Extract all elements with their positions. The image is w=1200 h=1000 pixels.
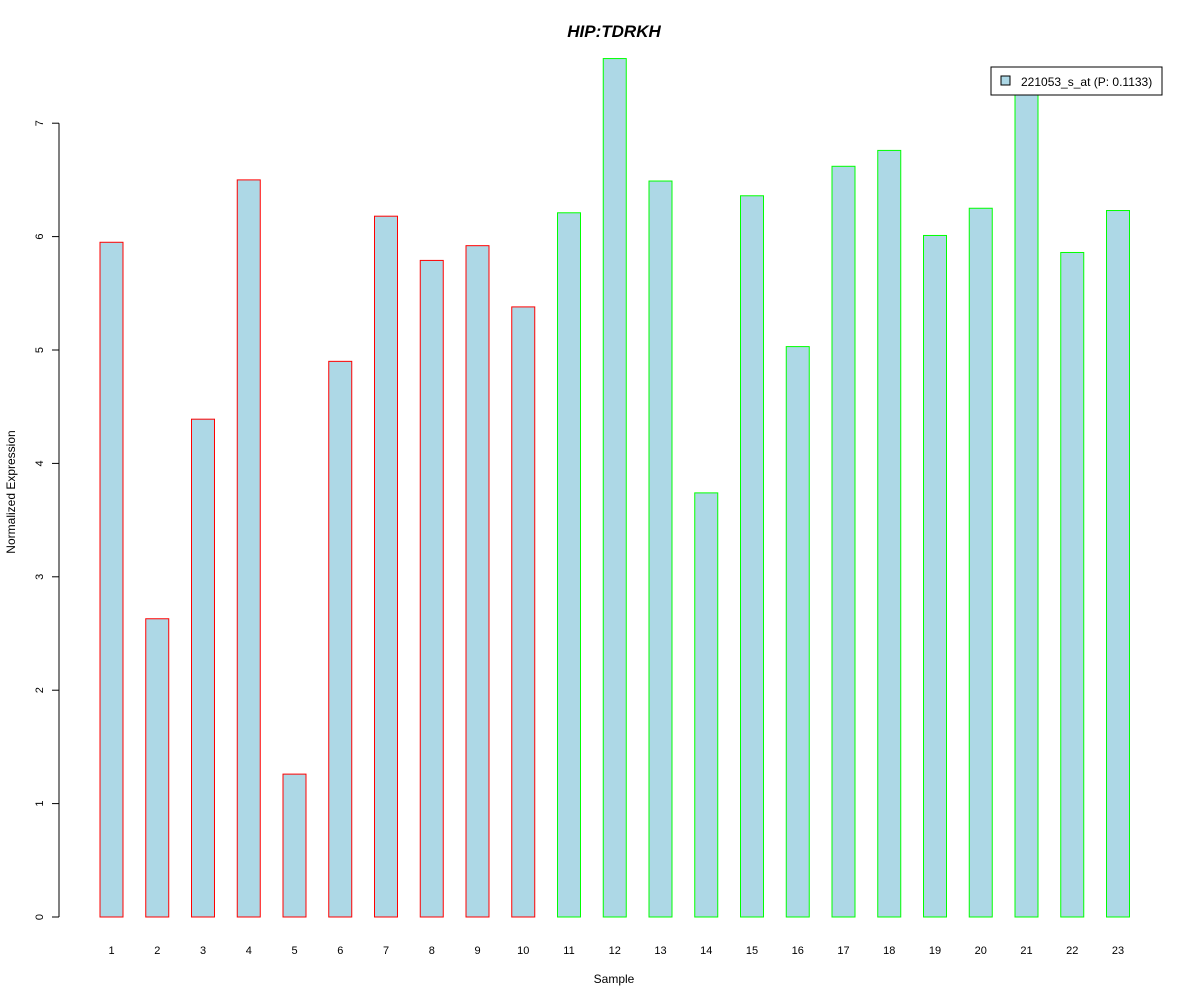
x-tick-label: 17	[837, 945, 849, 957]
x-tick-label: 1	[108, 945, 114, 957]
x-tick-label: 20	[975, 945, 987, 957]
bar	[374, 215, 398, 918]
x-tick-label: 5	[291, 945, 297, 957]
bar	[191, 418, 215, 918]
x-tick-label: 16	[792, 945, 804, 957]
x-axis-label: Sample	[594, 972, 635, 986]
y-axis: 0 1 2 3 4 5 6 7	[34, 120, 60, 920]
bar	[236, 179, 261, 918]
y-tick-label: 2	[34, 687, 46, 693]
x-tick-label: 12	[609, 945, 621, 957]
bar	[1106, 210, 1130, 918]
y-tick-label: 5	[34, 347, 46, 353]
bar	[282, 773, 307, 918]
bar	[602, 58, 627, 918]
legend: 221053_s_at (P: 0.1133)	[990, 66, 1163, 96]
x-tick-label: 6	[337, 945, 343, 957]
y-tick-label: 0	[34, 914, 46, 920]
x-tick-label: 15	[746, 945, 758, 957]
bar	[831, 165, 856, 918]
legend-entry: 221053_s_at (P: 0.1133)	[1021, 75, 1152, 89]
x-tick-label: 2	[154, 945, 160, 957]
bars	[99, 58, 1130, 918]
x-tick-labels: 1 2 3 4 5 6 7 8 9 10 11 12 13 14 15 16 17 18 19 20 21 22 23	[108, 945, 1124, 957]
bar	[694, 492, 719, 918]
bar	[99, 241, 124, 918]
bar	[877, 149, 902, 918]
x-tick-label: 18	[883, 945, 895, 957]
bar	[968, 207, 993, 918]
x-tick-label: 21	[1020, 945, 1032, 957]
x-tick-label: 13	[654, 945, 666, 957]
x-tick-label: 10	[517, 945, 529, 957]
bar	[328, 360, 353, 918]
bar	[465, 245, 490, 918]
chart-title: HIP:TDRKH	[567, 22, 661, 41]
legend-box	[990, 66, 1163, 96]
x-tick-label: 4	[246, 945, 252, 957]
x-tick-label: 11	[563, 945, 574, 957]
x-tick-label: 19	[929, 945, 941, 957]
y-tick-label: 1	[34, 801, 46, 807]
y-tick-label: 4	[34, 460, 46, 466]
bar	[145, 618, 170, 918]
bar	[648, 180, 673, 918]
y-axis-label: Normalized Expression	[4, 430, 18, 553]
bar	[1060, 251, 1085, 918]
bar	[511, 306, 536, 918]
y-tick-label: 3	[34, 574, 46, 580]
bar	[923, 234, 947, 918]
bar	[557, 212, 581, 918]
bar	[740, 195, 764, 918]
bar	[785, 346, 810, 918]
bar	[419, 259, 444, 918]
y-tick-label: 6	[34, 234, 46, 240]
y-tick-label: 7	[34, 120, 46, 126]
legend-swatch	[1000, 75, 1011, 86]
x-tick-label: 8	[429, 945, 435, 957]
x-tick-label: 22	[1066, 945, 1078, 957]
x-tick-label: 7	[383, 945, 389, 957]
x-tick-label: 23	[1112, 945, 1124, 957]
bar	[1014, 93, 1039, 918]
x-tick-label: 14	[700, 945, 712, 957]
x-tick-label: 9	[474, 945, 480, 957]
x-tick-label: 3	[200, 945, 206, 957]
